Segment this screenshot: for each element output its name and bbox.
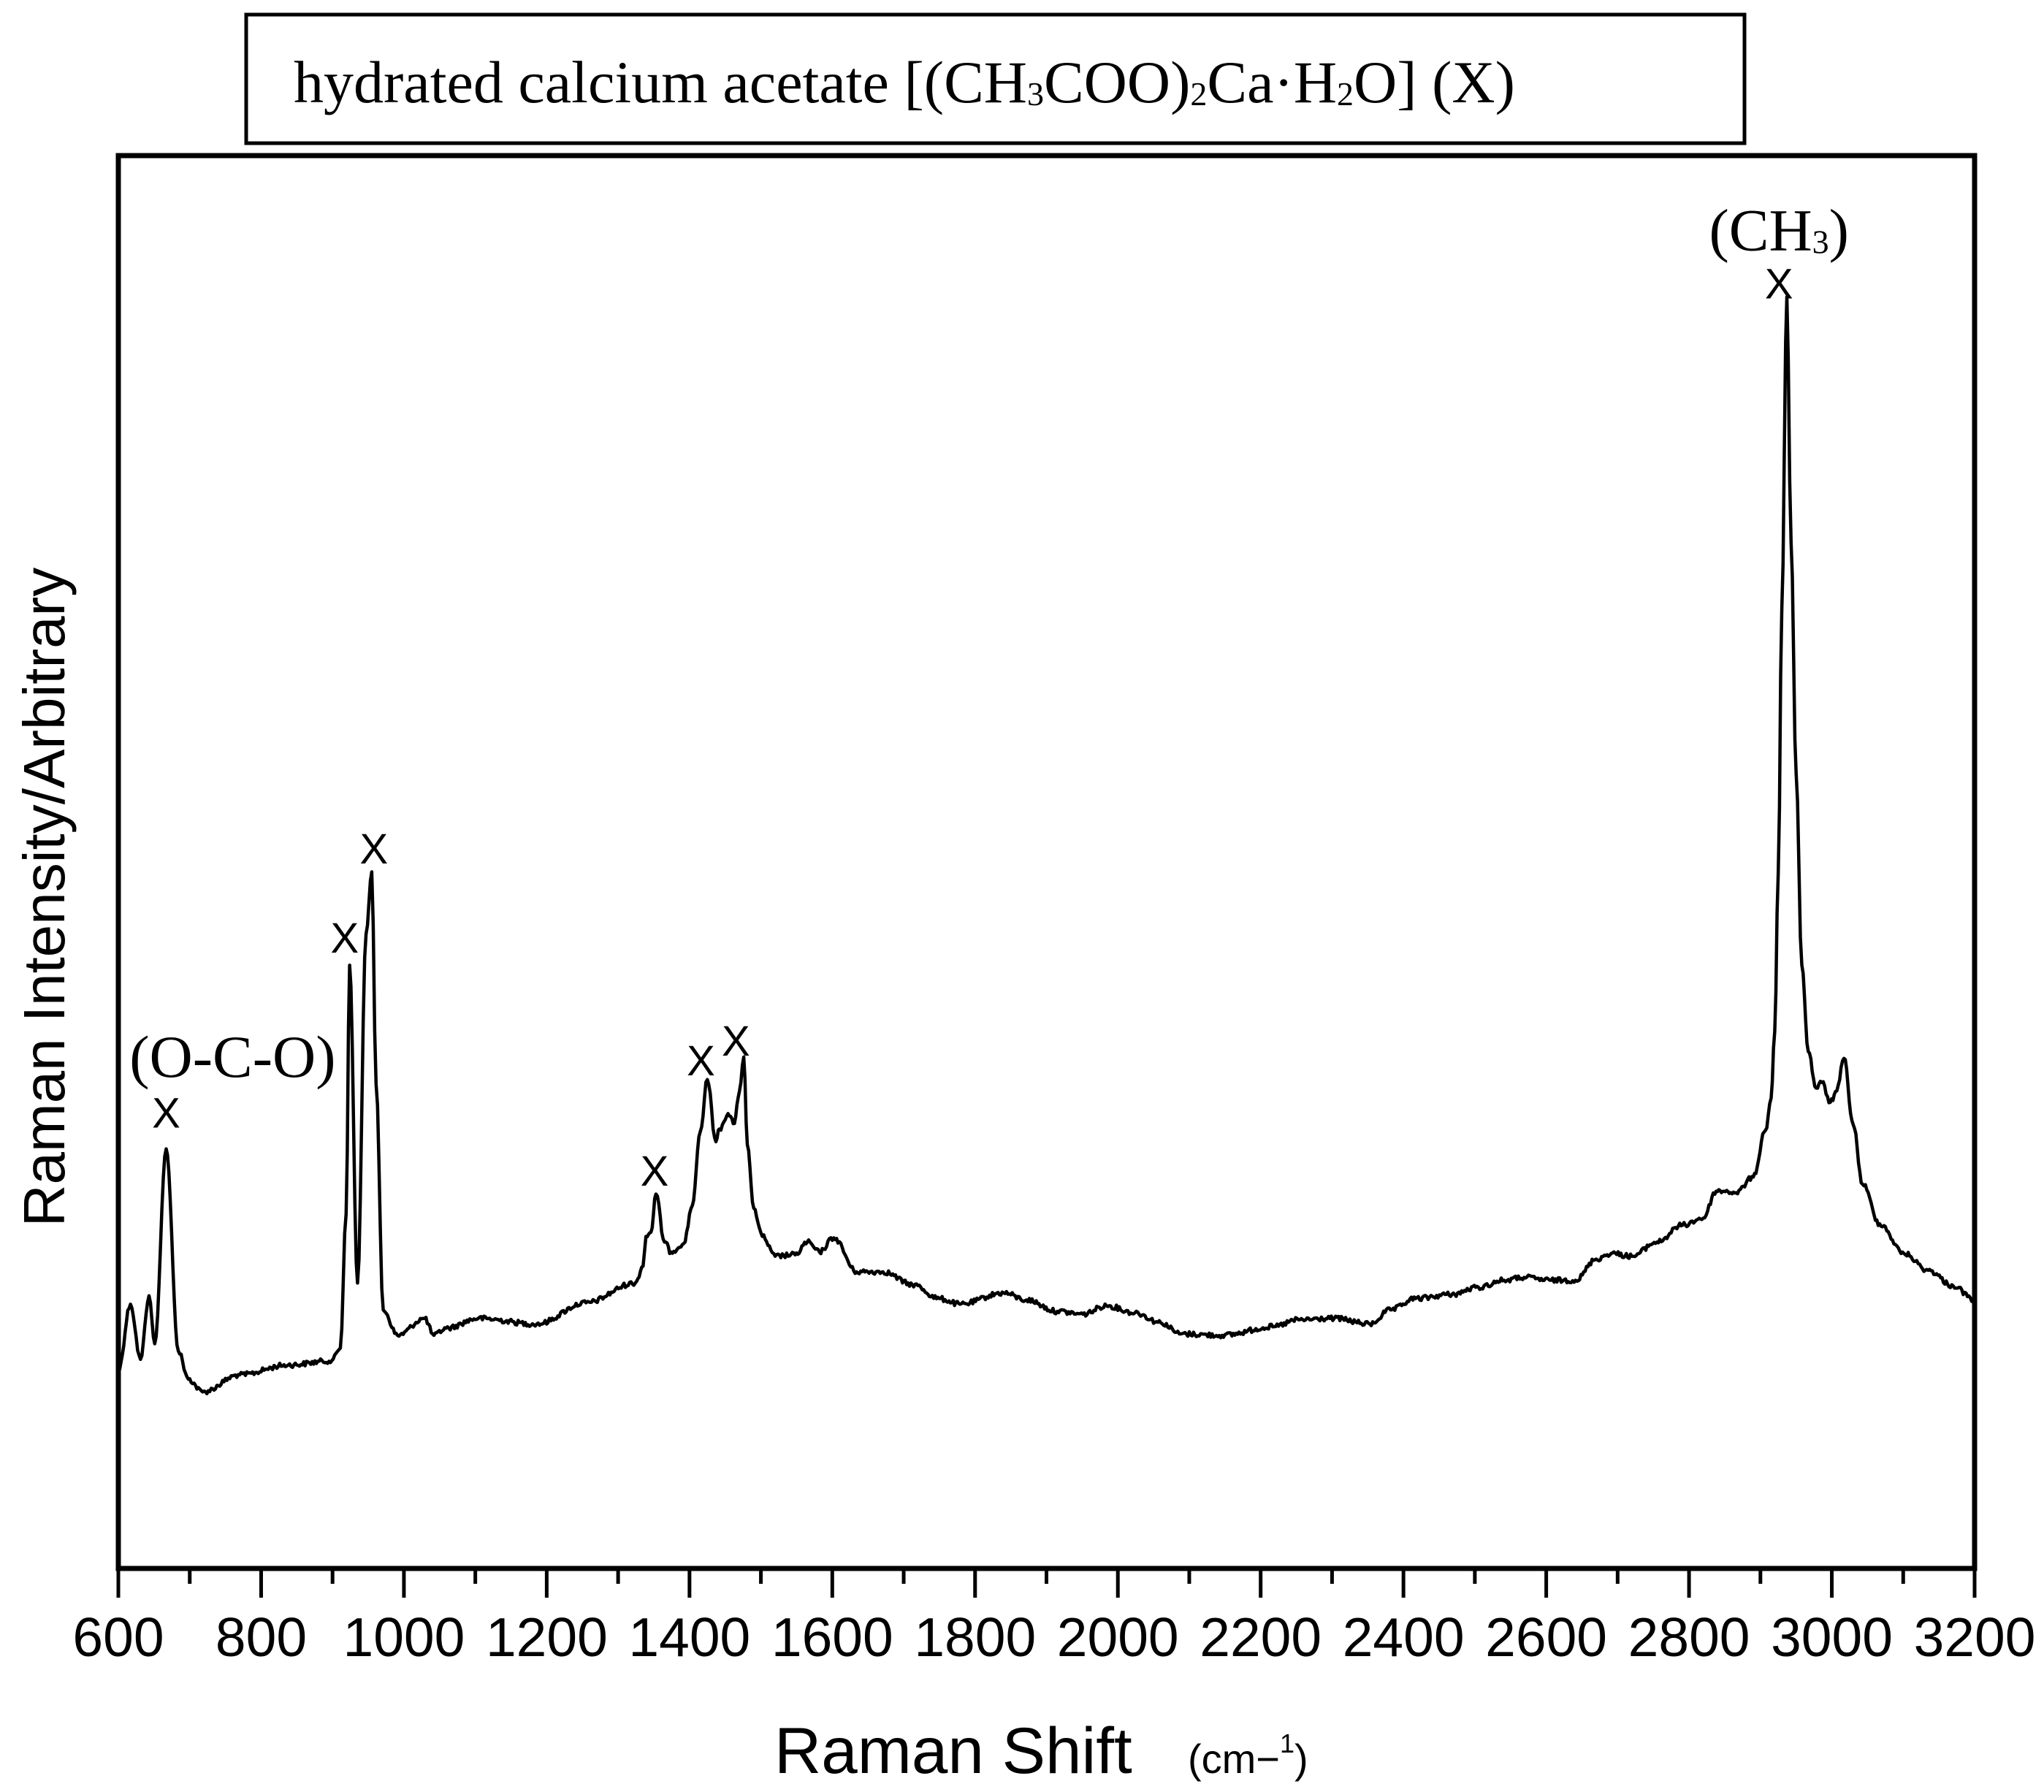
text-run: COO)	[1044, 49, 1190, 115]
text-run: hydrated calcium acetate [(CH	[294, 49, 1027, 115]
text-run: (O-C-O)	[129, 1023, 335, 1090]
peak-group-labels: (O-C-O) (CH3)	[129, 197, 1849, 1090]
subscript: 3	[1027, 75, 1044, 113]
subscript: 2	[1190, 75, 1207, 113]
x-axis-unit-suffix: )	[1294, 1736, 1308, 1782]
x-tick-label: 800	[216, 1606, 307, 1668]
x-tick-label: 1000	[343, 1606, 465, 1668]
peak-marker-x: X	[722, 1018, 750, 1065]
peak-marker-x: X	[687, 1037, 715, 1085]
x-tick-label: 2000	[1057, 1606, 1179, 1668]
text-run: Ca·H	[1207, 49, 1337, 115]
x-tick-label: 1400	[628, 1606, 750, 1668]
x-tick-label: 3200	[1914, 1606, 2036, 1668]
chart-title: hydrated calcium acetate [(CH3COO)2Ca·H2…	[294, 49, 1515, 115]
peak-group-label-ch3: (CH3)	[1709, 197, 1849, 264]
x-tick-label: 2600	[1485, 1606, 1607, 1668]
text-run: O] (X)	[1354, 49, 1515, 115]
x-tick-label: 1600	[771, 1606, 893, 1668]
peak-group-label-oco: (O-C-O)	[129, 1023, 335, 1090]
spectrum-line	[116, 295, 1977, 1396]
x-tick-label: 2200	[1200, 1606, 1322, 1668]
text-run: (CH	[1709, 197, 1812, 264]
x-tick-label: 2400	[1343, 1606, 1465, 1668]
x-tick-label: 2800	[1628, 1606, 1750, 1668]
peak-marker-x: X	[330, 915, 359, 962]
x-axis-label: Raman Shift	[774, 1714, 1132, 1787]
peak-marker-x: X	[1765, 260, 1793, 308]
x-axis-unit-superscript: 1	[1280, 1728, 1294, 1758]
subscript: 2	[1337, 75, 1354, 113]
title-box: hydrated calcium acetate [(CH3COO)2Ca·H2…	[244, 12, 1747, 145]
title-box-border	[244, 12, 1747, 145]
x-tick-label: 1800	[914, 1606, 1036, 1668]
x-tick-label: 3000	[1771, 1606, 1893, 1668]
x-axis-tick-labels: 600 800 1000 1200 1400 1600 1800 2000 2200 2400 26…	[72, 1606, 2035, 1668]
subscript: 3	[1812, 224, 1829, 261]
x-axis-ticks	[116, 1568, 1977, 1598]
y-axis-label: Raman Intensity/Arbitrary	[12, 568, 77, 1227]
x-tick-label: 1200	[486, 1606, 608, 1668]
peak-marker-x: X	[641, 1148, 669, 1195]
peak-marker-x: X	[152, 1090, 180, 1137]
text-run: )	[1829, 197, 1849, 264]
x-tick-label: 600	[72, 1606, 164, 1668]
x-axis-unit: (cm−1)	[1188, 1728, 1308, 1782]
peak-marker-x: X	[360, 826, 389, 873]
x-axis-unit-prefix: (cm−	[1188, 1736, 1280, 1782]
